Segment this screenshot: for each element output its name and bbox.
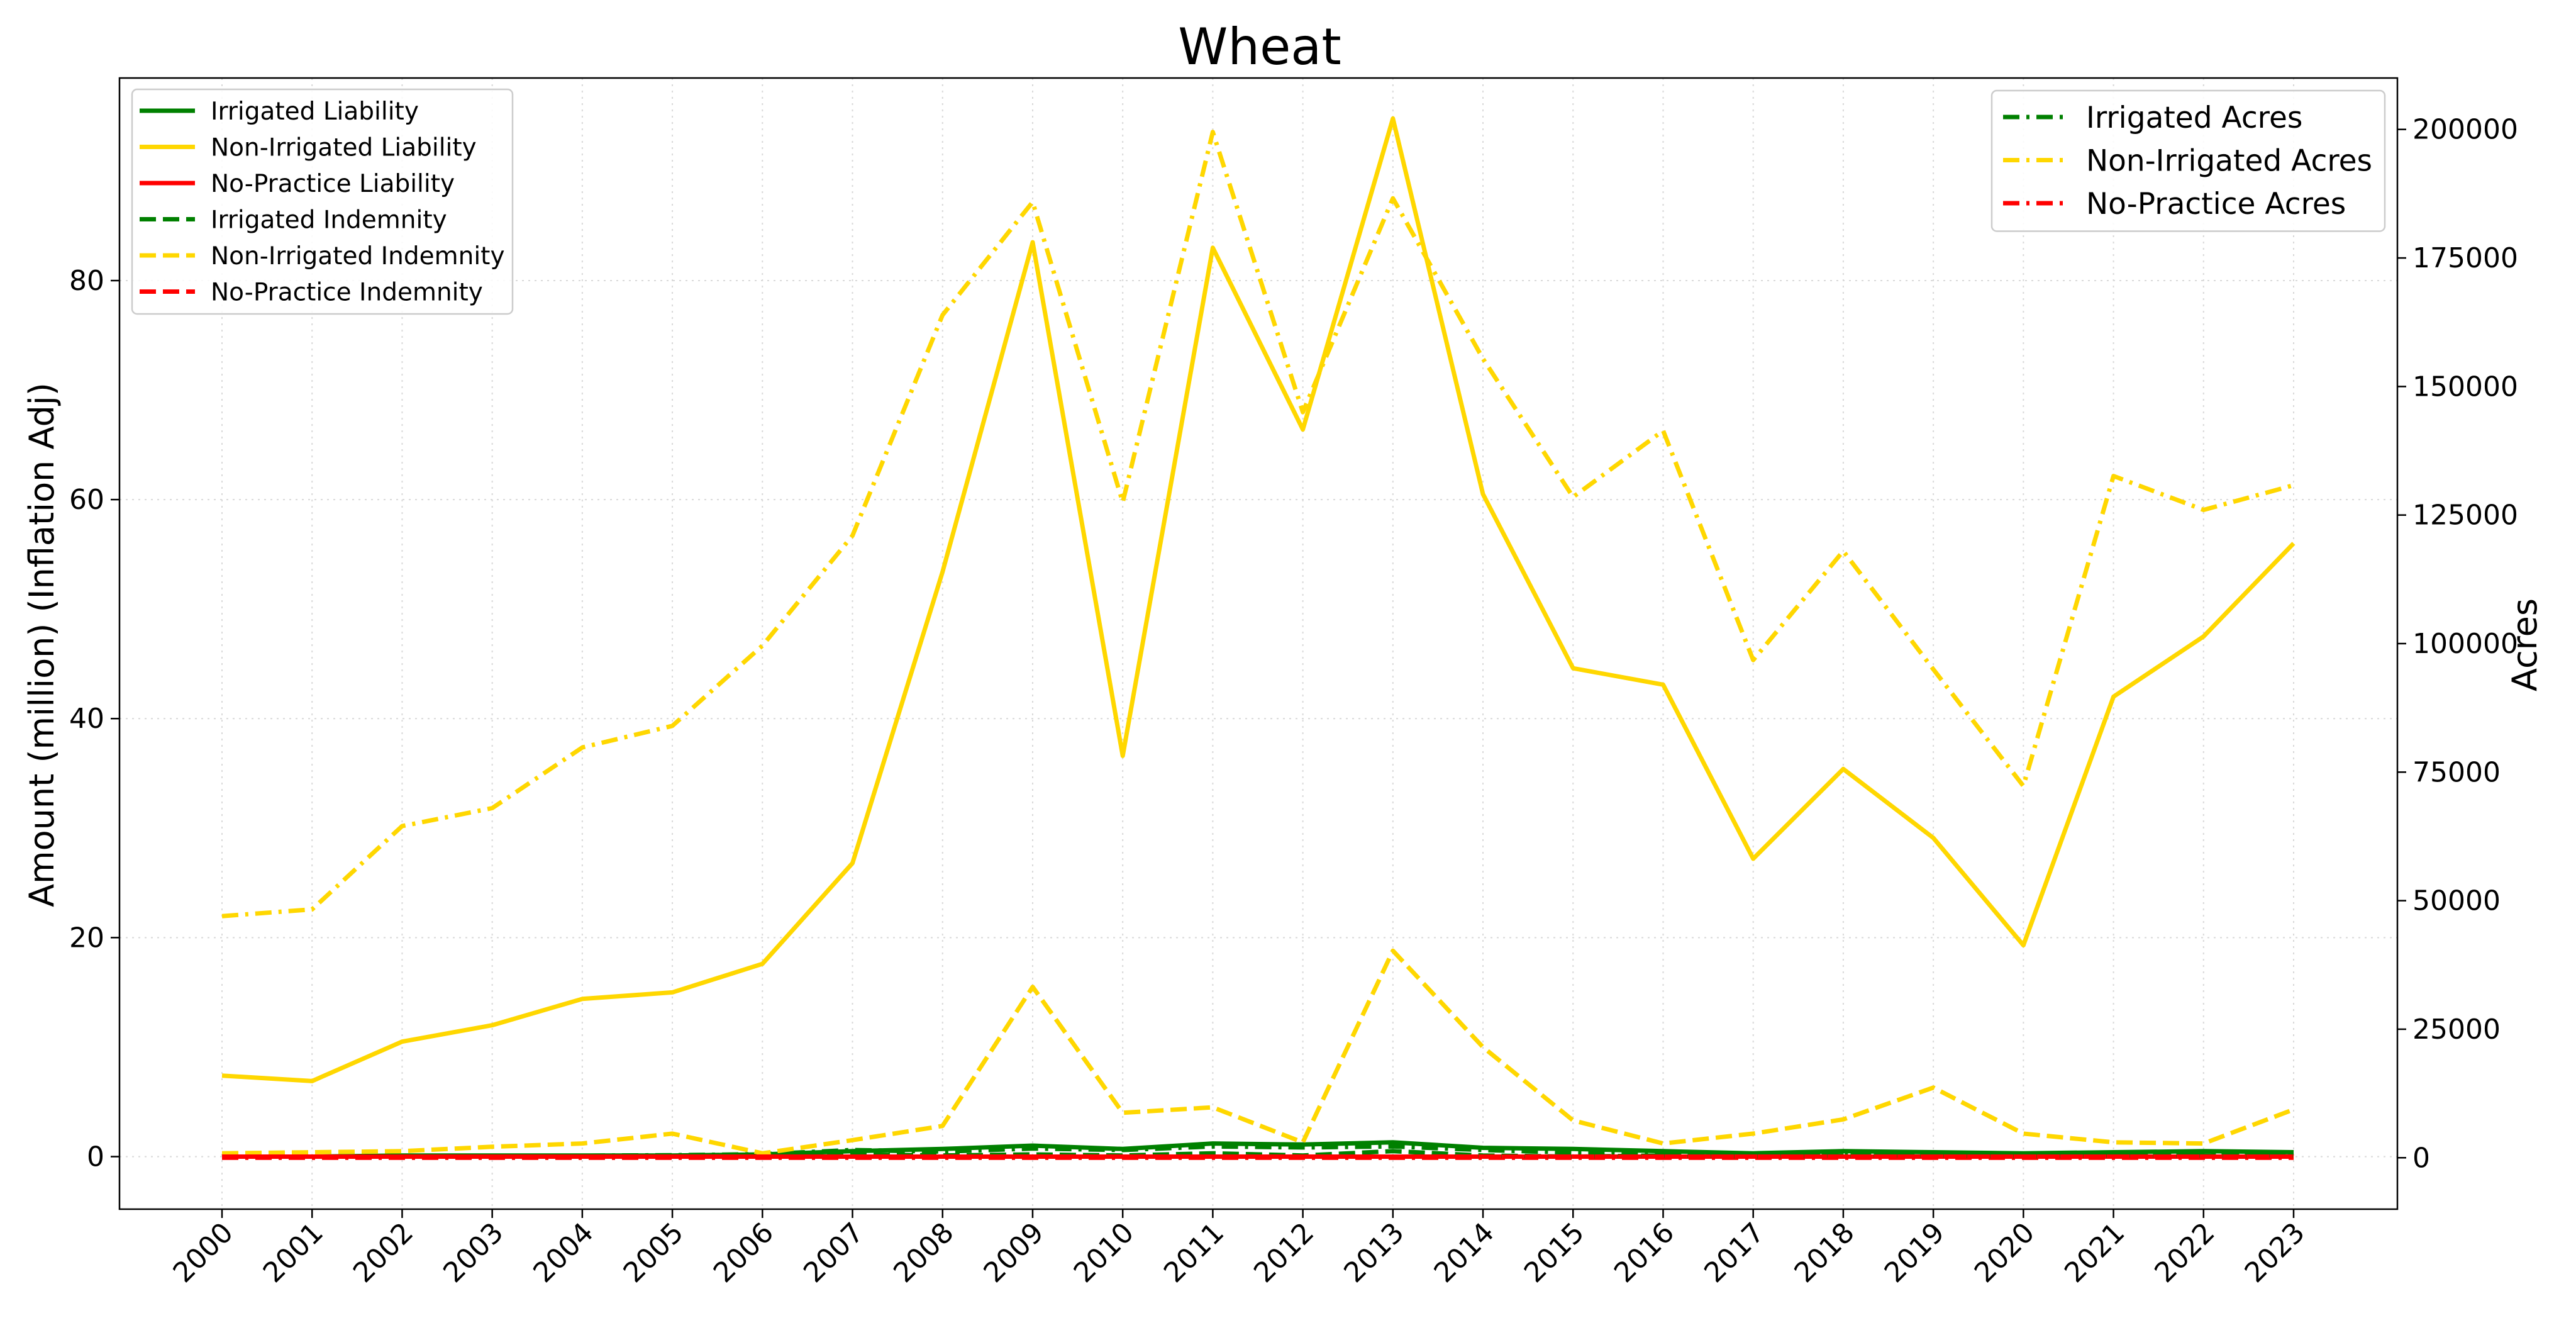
y-tick-label: 80 [69, 265, 104, 297]
y-tick-label: 40 [69, 703, 104, 735]
x-tick-label: 2012 [1248, 1217, 1320, 1289]
y2-tick-label: 25000 [2412, 1014, 2501, 1046]
x-tick-label: 2006 [708, 1217, 780, 1289]
legend-left-box [131, 88, 514, 315]
x-tick-label: 2008 [887, 1217, 960, 1289]
y-tick-label: 60 [69, 484, 104, 516]
y2-tick-label: 100000 [2412, 628, 2518, 660]
y-tick-label: 0 [87, 1141, 104, 1173]
y-axis-right: 0 25000 50000 75000 100000 125000 150000 175000… [2397, 114, 2518, 1174]
legend-left: Irrigated Liability Non-Irrigated Liabili… [131, 88, 514, 315]
x-tick-label: 2010 [1068, 1217, 1140, 1289]
series-line-non-irrigated-acres [221, 130, 2294, 919]
x-tick-label: 2014 [1428, 1217, 1501, 1289]
x-tick-label: 2015 [1518, 1217, 1591, 1289]
x-tick-label: 2004 [527, 1217, 599, 1289]
y2-tick-label: 50000 [2412, 885, 2501, 917]
x-tick-label: 2003 [437, 1217, 509, 1289]
x-tick-label: 2007 [797, 1217, 870, 1289]
y2-tick-label: 150000 [2412, 371, 2518, 403]
legend-label: Irrigated Indemnity [211, 206, 447, 235]
x-tick-label: 2022 [2148, 1217, 2221, 1289]
series-line-non-irrigated-indemnity [221, 948, 2295, 1156]
y2-tick-label: 200000 [2412, 114, 2518, 146]
legend-label: Irrigated Acres [2086, 101, 2302, 135]
y2-tick-label: 125000 [2412, 500, 2518, 532]
y-tick-label: 20 [69, 922, 104, 954]
y-axis-left: 0 20 40 60 80 [69, 265, 119, 1173]
y2-tick-label: 75000 [2412, 756, 2501, 788]
x-tick-label: 2013 [1338, 1217, 1410, 1289]
x-tick-label: 2023 [2239, 1217, 2311, 1289]
x-tick-label: 2000 [167, 1217, 240, 1289]
chart-title: Wheat [1178, 18, 1341, 76]
legend-label: Irrigated Liability [211, 98, 419, 126]
legend-label: No-Practice Acres [2086, 187, 2346, 221]
x-tick-label: 2018 [1788, 1217, 1860, 1289]
x-tick-label: 2021 [2058, 1217, 2131, 1289]
x-axis: 2000 2001 2002 2003 2004 2005 2006 2007 2008 2009… [167, 1209, 2311, 1289]
legend-right-box [1990, 89, 2386, 232]
x-tick-label: 2020 [1968, 1217, 2041, 1289]
x-tick-label: 2002 [347, 1217, 419, 1289]
x-tick-label: 2009 [977, 1217, 1050, 1289]
x-tick-label: 2005 [618, 1217, 690, 1289]
x-tick-label: 2019 [1879, 1217, 1951, 1289]
series-layer [221, 116, 2296, 1160]
legend-right: Irrigated Acres Non-Irrigated Acres No-Pra… [1990, 89, 2386, 232]
series-line-non-irrigated-liability [221, 116, 2296, 1083]
legend-label: Non-Irrigated Indemnity [211, 242, 505, 271]
y-axis-label: Amount (million) (Inflation Adj) [22, 383, 62, 907]
y2-axis-label: Acres [2505, 598, 2545, 691]
x-tick-label: 2011 [1158, 1217, 1230, 1289]
legend-label: Non-Irrigated Liability [211, 134, 477, 162]
legend-label: No-Practice Liability [211, 170, 455, 198]
y2-tick-label: 175000 [2412, 242, 2518, 274]
x-tick-label: 2017 [1698, 1217, 1770, 1289]
x-tick-label: 2001 [257, 1217, 330, 1289]
y2-tick-label: 0 [2412, 1142, 2430, 1174]
legend-label: Non-Irrigated Acres [2086, 144, 2372, 179]
legend-label: No-Practice Indemnity [211, 279, 483, 307]
x-tick-label: 2016 [1608, 1217, 1680, 1289]
